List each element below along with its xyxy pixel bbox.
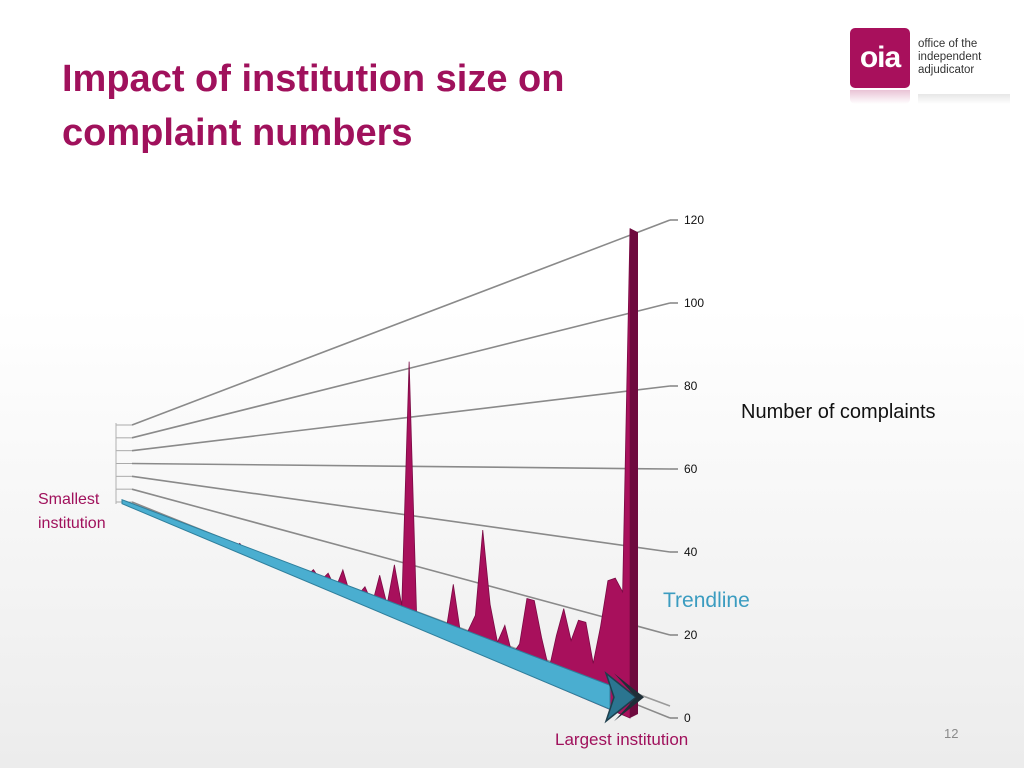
logo-line-2: independent	[918, 51, 982, 63]
trendline-arrowhead	[604, 671, 638, 724]
smallest-institution-label: Smallest institution	[38, 491, 106, 532]
gridline-20	[131, 488, 671, 636]
gridline-60	[131, 462, 671, 470]
slide-title: Impact of institution size on complaint …	[62, 58, 565, 154]
page-number: 12	[944, 726, 959, 741]
trend-layer	[121, 498, 644, 724]
y-tick-label-100: 100	[684, 296, 704, 310]
complaints-area	[121, 228, 631, 719]
y-tick-label-80: 80	[684, 379, 698, 393]
largest-institution-label: Largest institution	[555, 730, 689, 749]
trendline-arrowhead-side	[614, 673, 644, 722]
logo-line-3: adjudicator	[918, 64, 975, 76]
y-tick-label-60: 60	[684, 462, 698, 476]
oia-logo-mark: oia	[850, 28, 910, 88]
grid-layer	[115, 219, 678, 719]
logo-line-1: office of the	[918, 38, 978, 50]
y-tick-label-40: 40	[684, 545, 698, 559]
oia-logo: oia office of the independent adjudicato…	[850, 28, 1010, 108]
area-layer	[121, 228, 638, 719]
gridline-40	[131, 475, 671, 553]
trendline-label: Trendline	[663, 589, 750, 612]
complaints-area-side	[630, 228, 638, 719]
y-tick-label-120: 120	[684, 213, 704, 227]
trendline-shaft	[121, 498, 611, 711]
oia-logo-text: office of the independent adjudicator	[918, 38, 1010, 77]
gridline-120	[131, 219, 671, 426]
y-tick-label-0: 0	[684, 711, 691, 725]
oia-logo-reflection	[850, 90, 910, 104]
y-axis-title: Number of complaints	[741, 401, 936, 423]
gridline-100	[131, 302, 671, 439]
tick-label-layer: 0 20 40 60 80 100 120	[684, 213, 704, 725]
y-tick-label-20: 20	[684, 628, 698, 642]
oia-logo-text-reflection	[918, 94, 1010, 104]
gridline-80	[131, 385, 671, 452]
